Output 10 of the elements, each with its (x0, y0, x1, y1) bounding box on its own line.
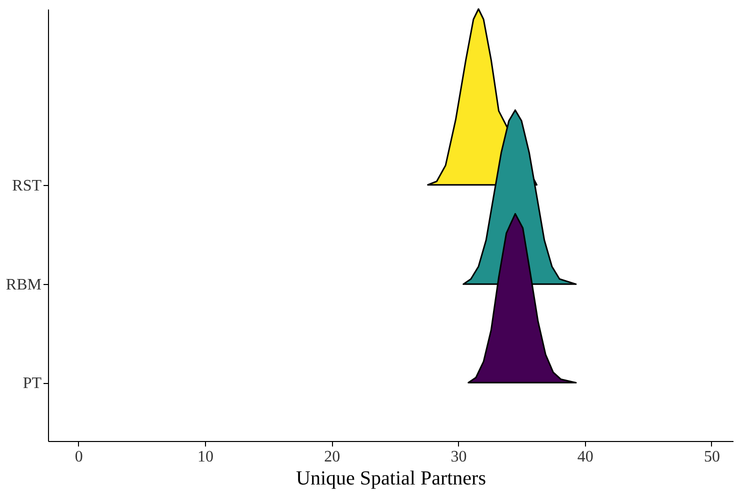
x-axis-title: Unique Spatial Partners (296, 468, 486, 490)
legend-label: RBM (6, 276, 42, 294)
x-tick-label: 30 (450, 448, 467, 466)
x-tick-label: 10 (198, 448, 214, 466)
x-tick-label: 0 (74, 448, 83, 466)
x-tick-label: 50 (704, 448, 720, 466)
legend-label: PT (22, 375, 42, 392)
x-tick-label: 20 (324, 448, 340, 466)
x-tick-label: 40 (577, 448, 594, 466)
legend-label: RST (12, 177, 42, 194)
